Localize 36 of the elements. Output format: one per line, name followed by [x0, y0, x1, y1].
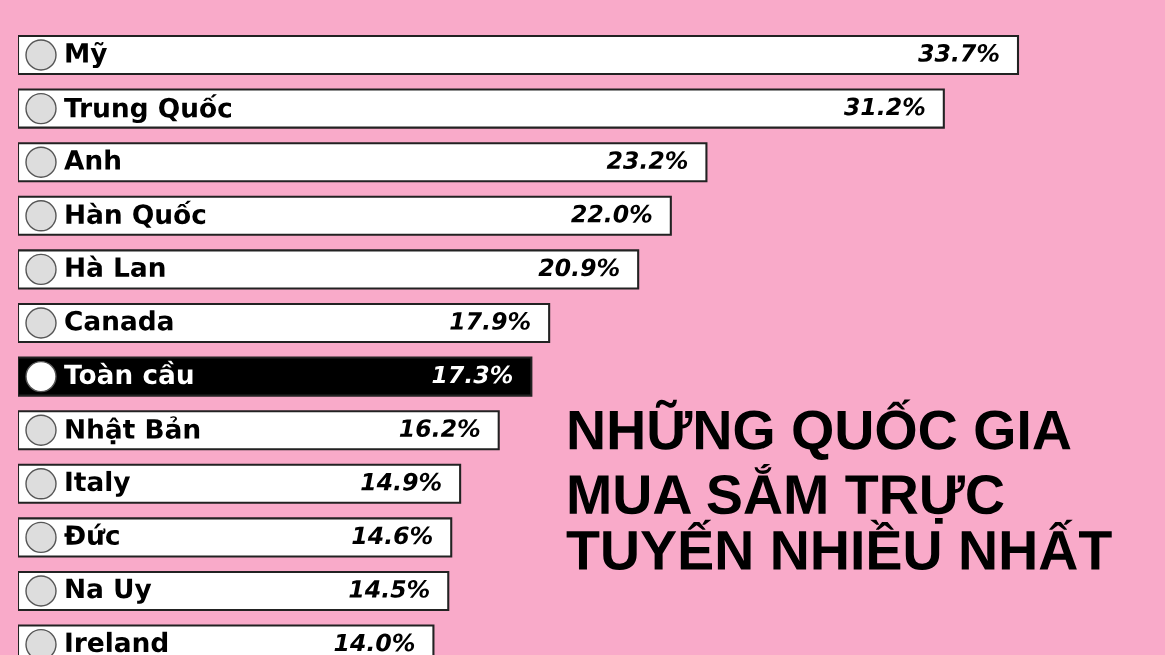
data-label: 23.2%: [606, 151, 688, 170]
data-label: 22.0%: [571, 204, 652, 223]
bar: [18, 302, 551, 344]
bar: [18, 34, 1020, 76]
bar: [18, 249, 640, 290]
bar: [18, 356, 533, 397]
data-label: 14.6%: [352, 526, 432, 545]
data-label: 31.2%: [843, 97, 925, 116]
y-tick-label: Trung Quốc: [64, 94, 231, 123]
y-tick-label: Toàn cầu: [64, 360, 193, 385]
y-tick-label: Đức: [64, 523, 119, 546]
data-label: 14.9%: [361, 472, 441, 491]
y-tick-label: Italy: [66, 470, 131, 497]
bar: [18, 517, 453, 558]
bar: [18, 195, 672, 236]
data-label: 20.9%: [538, 258, 619, 277]
bar: [18, 410, 500, 451]
data-label: 33.7%: [918, 43, 999, 62]
data-label: 16.2%: [399, 419, 480, 438]
bar: [18, 570, 450, 612]
y-tick-label: Anh: [64, 149, 120, 170]
y-tick-label: Mỹ: [66, 41, 107, 69]
bar: [18, 88, 945, 129]
bar: [18, 463, 462, 504]
y-tick-label: Canada: [65, 310, 173, 331]
data-label: 17.3%: [432, 365, 513, 384]
data-label: 14.5%: [349, 579, 429, 598]
text: NHỮNG QUỐC GIA MUA SẮM TRỰC TUYẾN NHIỀU NHẤT: [566, 399, 1112, 571]
y-tick-label: Hàn Quốc: [66, 200, 206, 228]
y-tick-label: Nhật Bản: [66, 416, 200, 445]
data-label: 17.9%: [450, 311, 530, 330]
y-tick-label: Hà Lan: [66, 255, 165, 278]
bar: [18, 142, 708, 183]
y-tick-label: Ireland: [66, 631, 168, 653]
data-label: 14.0%: [334, 633, 415, 652]
y-tick-label: Na Uy: [66, 578, 152, 604]
